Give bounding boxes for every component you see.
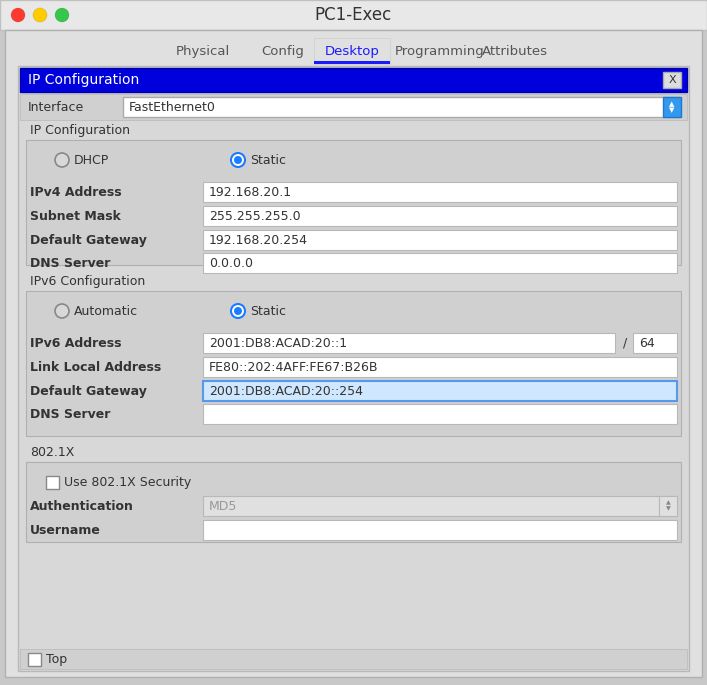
Text: Username: Username	[30, 523, 101, 536]
Text: 255.255.255.0: 255.255.255.0	[209, 210, 300, 223]
Bar	[20, 649, 687, 669]
Text: Static: Static	[250, 153, 286, 166]
Text: Attributes: Attributes	[482, 45, 548, 58]
Text: FastEthernet0: FastEthernet0	[129, 101, 216, 114]
Bar	[20, 94, 687, 120]
Bar	[203, 381, 677, 401]
Bar	[203, 182, 677, 202]
Text: IP Configuration: IP Configuration	[30, 123, 130, 136]
Bar	[203, 496, 677, 516]
Bar	[203, 230, 677, 250]
Text: ▼: ▼	[665, 506, 670, 512]
Circle shape	[234, 307, 242, 315]
Bar	[203, 253, 677, 273]
Bar	[26, 140, 681, 265]
Text: Top: Top	[46, 653, 67, 666]
Text: Link Local Address: Link Local Address	[30, 360, 161, 373]
Text: 192.168.20.254: 192.168.20.254	[209, 234, 308, 247]
Text: IPv6 Address: IPv6 Address	[30, 336, 122, 349]
Circle shape	[11, 8, 25, 22]
Text: 802.1X: 802.1X	[30, 445, 74, 458]
Text: Physical: Physical	[176, 45, 230, 58]
Bar	[20, 68, 687, 92]
Text: 2001:DB8:ACAD:20::1: 2001:DB8:ACAD:20::1	[209, 336, 347, 349]
Text: Use 802.1X Security: Use 802.1X Security	[64, 475, 192, 488]
Circle shape	[55, 8, 69, 22]
Circle shape	[231, 153, 245, 167]
Text: Authentication: Authentication	[30, 499, 134, 512]
Bar	[26, 291, 681, 436]
Text: Config: Config	[261, 45, 304, 58]
Text: Programming: Programming	[395, 45, 485, 58]
Text: IP Configuration: IP Configuration	[28, 73, 139, 87]
Bar	[314, 61, 390, 64]
Bar	[123, 97, 679, 117]
Bar	[203, 404, 677, 424]
Text: 192.168.20.1: 192.168.20.1	[209, 186, 292, 199]
Bar	[203, 333, 615, 353]
Bar	[203, 206, 677, 226]
Bar	[18, 66, 689, 671]
Text: 2001:DB8:ACAD:20::254: 2001:DB8:ACAD:20::254	[209, 384, 363, 397]
Text: MD5: MD5	[209, 499, 238, 512]
Bar	[633, 333, 677, 353]
Circle shape	[234, 156, 242, 164]
Bar	[26, 462, 681, 542]
Text: DNS Server: DNS Server	[30, 408, 110, 421]
Bar	[659, 496, 677, 516]
Text: DNS Server: DNS Server	[30, 256, 110, 269]
Text: ▼: ▼	[670, 107, 674, 113]
Text: Default Gateway: Default Gateway	[30, 384, 147, 397]
Text: Default Gateway: Default Gateway	[30, 234, 147, 247]
Text: 0.0.0.0: 0.0.0.0	[209, 256, 253, 269]
Text: ▲: ▲	[665, 501, 670, 506]
Text: X: X	[668, 75, 676, 85]
Text: Desktop: Desktop	[325, 45, 380, 58]
Text: Static: Static	[250, 305, 286, 318]
Text: DHCP: DHCP	[74, 153, 110, 166]
Text: ▲: ▲	[670, 101, 674, 107]
Bar	[203, 357, 677, 377]
Bar	[663, 72, 681, 88]
Circle shape	[55, 153, 69, 167]
Text: Subnet Mask: Subnet Mask	[30, 210, 121, 223]
Bar	[314, 38, 390, 64]
Text: 64: 64	[639, 336, 655, 349]
Circle shape	[33, 8, 47, 22]
Bar	[0, 0, 707, 30]
Text: IPv4 Address: IPv4 Address	[30, 186, 122, 199]
Text: IPv6 Configuration: IPv6 Configuration	[30, 275, 145, 288]
Circle shape	[231, 304, 245, 318]
Text: Interface: Interface	[28, 101, 84, 114]
Bar	[203, 520, 677, 540]
Bar	[28, 653, 41, 666]
Text: Automatic: Automatic	[74, 305, 138, 318]
Text: FE80::202:4AFF:FE67:B26B: FE80::202:4AFF:FE67:B26B	[209, 360, 378, 373]
Circle shape	[55, 304, 69, 318]
Text: PC1-Exec: PC1-Exec	[315, 6, 392, 24]
Bar	[46, 476, 59, 489]
Bar	[663, 97, 681, 117]
Text: /: /	[623, 336, 627, 349]
